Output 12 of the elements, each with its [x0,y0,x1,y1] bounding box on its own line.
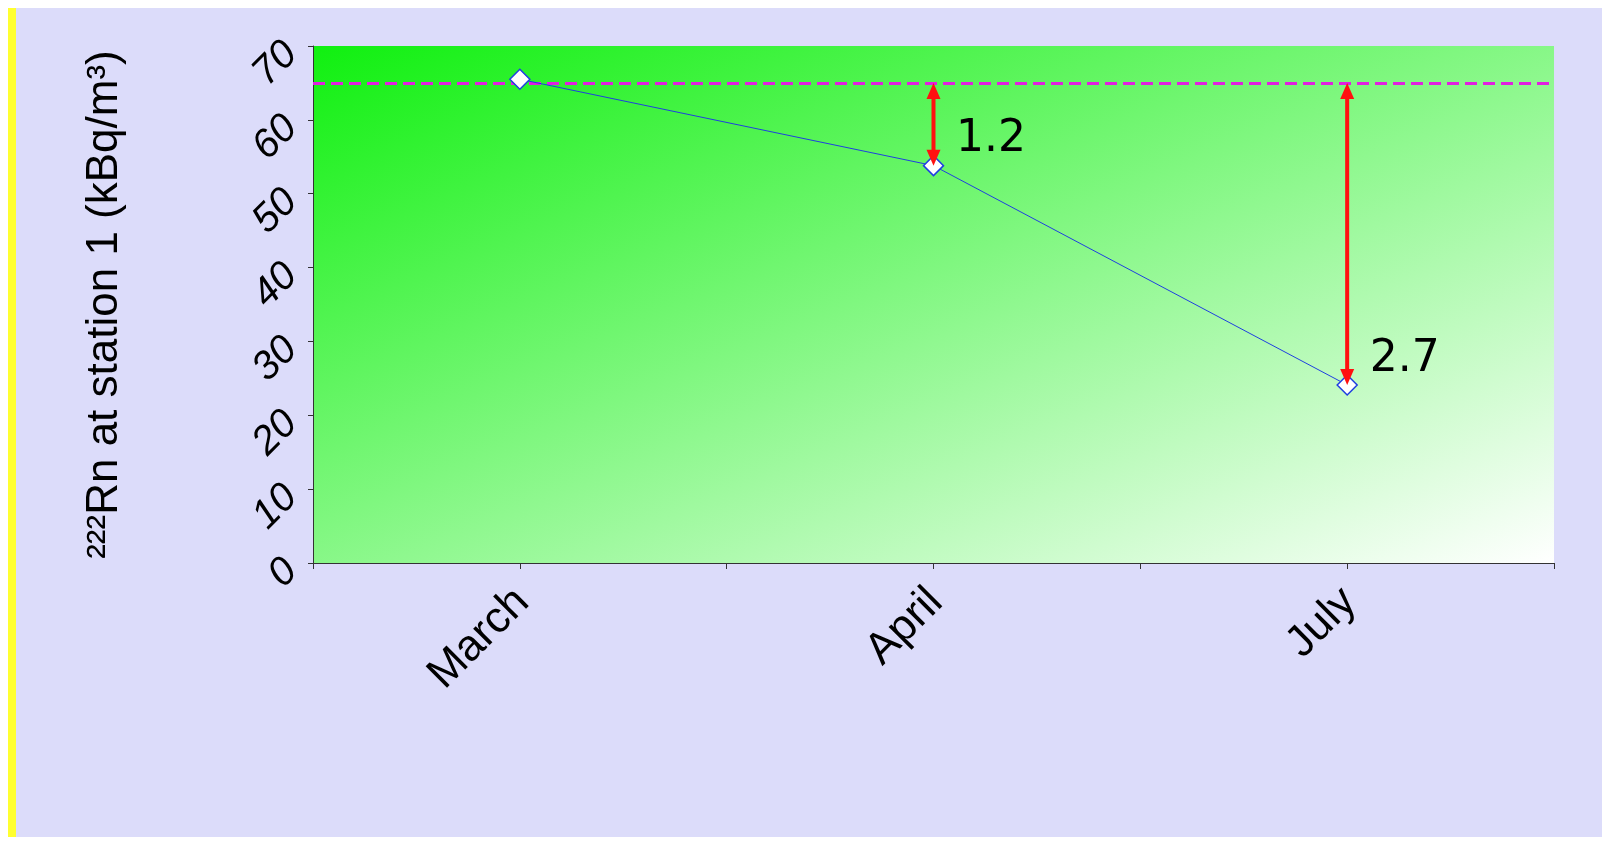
y-tick-label: 60 [241,104,305,167]
y-tick-label: 30 [241,325,305,389]
y-axis-title: ²²²Rn at station 1 (kBq/m³) [76,50,126,559]
annotation: 2.7 [1369,329,1440,381]
x-tick-label: July [1274,575,1365,666]
y-tick-label: 50 [241,178,305,241]
annotation: 1.2 [956,110,1026,162]
y-tick-label: 40 [241,252,305,315]
y-tick-label: 70 [241,30,305,94]
y-tick-label: 10 [241,473,305,537]
y-tick-label: 20 [241,399,305,463]
y-tick-label: 0 [257,547,305,595]
